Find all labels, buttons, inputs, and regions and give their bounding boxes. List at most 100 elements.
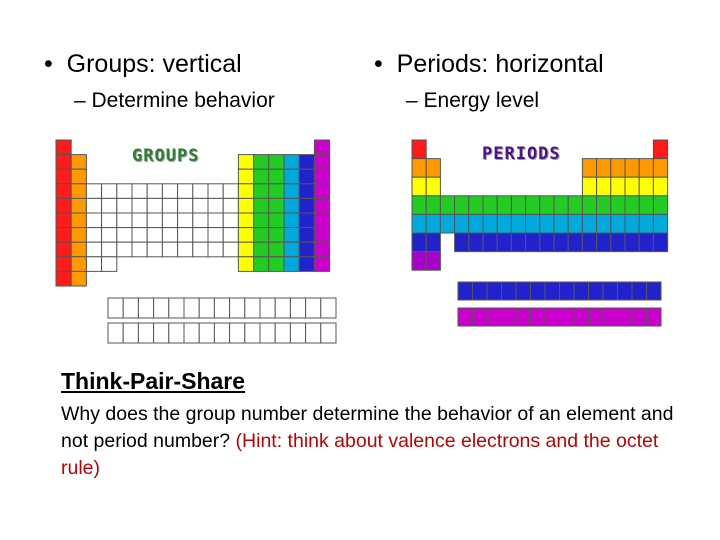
f-block-cell — [486, 281, 502, 301]
element-cell — [283, 168, 300, 185]
element-cell — [55, 197, 72, 214]
element-cell — [85, 227, 103, 243]
element-cell — [55, 154, 72, 170]
element-cell — [425, 195, 441, 215]
element-cell — [610, 158, 626, 178]
element-cell — [253, 241, 270, 258]
element-cell — [237, 183, 255, 199]
element-cell — [70, 241, 87, 258]
f-block-cell — [107, 297, 124, 319]
element-cell — [638, 213, 654, 234]
f-block-cell — [198, 322, 215, 344]
f-block-cell — [122, 297, 139, 319]
element-cell — [298, 183, 315, 199]
element-cell — [222, 183, 239, 199]
element-cell — [70, 168, 87, 185]
element-cell — [55, 270, 72, 287]
element-cell — [161, 241, 179, 258]
element-cell — [596, 213, 612, 234]
f-block-cell — [198, 297, 215, 319]
element-cell — [313, 256, 331, 272]
f-block-cell — [617, 281, 633, 301]
element-cell — [652, 176, 669, 197]
element-cell — [510, 232, 527, 253]
think-pair-share-question: Why does the group number determine the … — [61, 401, 681, 482]
element-cell — [146, 227, 163, 243]
element-cell — [624, 158, 640, 178]
element-cell — [411, 158, 427, 178]
element-cell — [581, 195, 598, 215]
element-cell — [55, 168, 72, 185]
f-block-cell — [559, 281, 575, 301]
element-cell — [638, 232, 654, 253]
f-block-cell — [457, 281, 473, 301]
element-cell — [177, 212, 194, 229]
f-block-cell — [457, 307, 473, 327]
groups-image-label: GROUPS — [132, 146, 200, 166]
element-cell — [192, 227, 209, 243]
element-cell — [131, 227, 148, 243]
element-cell — [510, 195, 527, 215]
element-cell — [253, 227, 270, 243]
element-cell — [268, 227, 285, 243]
hint-text: (Hint: think about valence electrons and… — [61, 430, 659, 479]
element-cell — [539, 195, 555, 215]
element-cell — [610, 232, 626, 253]
f-block-cell — [515, 281, 531, 301]
element-cell — [192, 183, 209, 199]
element-cell — [624, 195, 640, 215]
f-block-cell — [588, 281, 604, 301]
element-cell — [596, 195, 612, 215]
element-cell — [411, 195, 427, 215]
element-cell — [222, 197, 239, 214]
f-block-cell — [122, 322, 139, 344]
element-cell — [55, 212, 72, 229]
element-cell — [313, 183, 331, 199]
element-cell — [131, 183, 148, 199]
element-cell — [283, 183, 300, 199]
f-block-cell — [137, 297, 155, 319]
element-cell — [468, 213, 484, 234]
element-cell — [116, 227, 133, 243]
element-cell — [313, 139, 331, 156]
bullet-groups: • Groups: vertical — [44, 50, 242, 79]
sub-bullet-groups: – Determine behavior — [74, 89, 275, 113]
element-cell — [624, 213, 640, 234]
element-cell — [581, 213, 598, 234]
element-cell — [411, 251, 427, 271]
element-cell — [313, 168, 331, 185]
element-cell — [268, 168, 285, 185]
element-cell — [70, 154, 87, 170]
element-cell — [116, 197, 133, 214]
element-cell — [596, 158, 612, 178]
element-cell — [652, 213, 669, 234]
f-block-cell — [320, 297, 337, 319]
element-cell — [454, 232, 470, 253]
f-block-cell — [501, 307, 517, 327]
element-cell — [298, 212, 315, 229]
f-block-cell — [617, 307, 633, 327]
sub-bullet-groups-text: Determine behavior — [91, 89, 275, 112]
periods-periodic-table-image — [411, 139, 669, 327]
element-cell — [610, 213, 626, 234]
element-cell — [510, 213, 527, 234]
element-cell — [439, 213, 456, 234]
f-block-cell — [530, 307, 546, 327]
element-cell — [253, 168, 270, 185]
element-cell — [177, 241, 194, 258]
element-cell — [496, 195, 512, 215]
f-block-cell — [259, 297, 276, 319]
element-cell — [283, 256, 300, 272]
f-block-cell — [153, 322, 170, 344]
f-block-cell — [320, 322, 337, 344]
element-cell — [468, 232, 484, 253]
element-cell — [55, 139, 72, 156]
element-cell — [161, 183, 179, 199]
element-cell — [313, 227, 331, 243]
element-cell — [596, 232, 612, 253]
element-cell — [70, 270, 87, 287]
element-cell — [192, 212, 209, 229]
element-cell — [237, 168, 255, 185]
element-cell — [525, 213, 541, 234]
element-cell — [581, 232, 598, 253]
